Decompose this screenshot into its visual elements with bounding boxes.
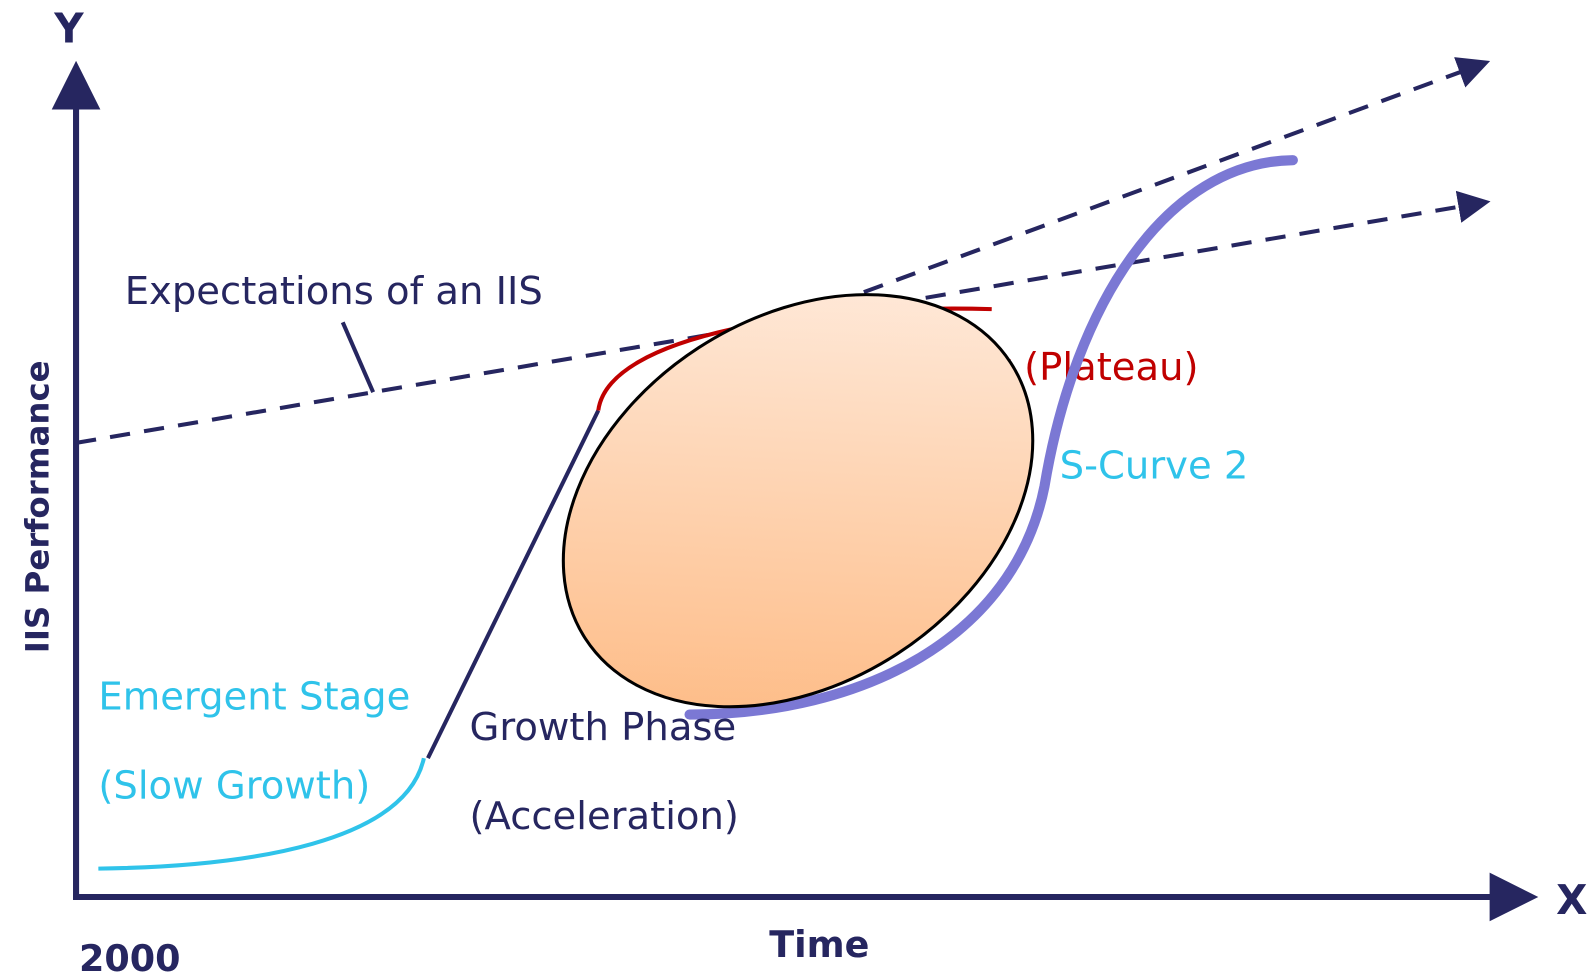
x-label: Time [769, 923, 869, 966]
highlight-ellipse [561, 293, 1035, 709]
callout [340, 321, 376, 394]
growth-title: Growth Phase [469, 705, 736, 750]
emergent-sub: (Slow Growth) [98, 764, 370, 809]
x-letter: X [1556, 876, 1587, 924]
emergent-curve [98, 757, 426, 871]
x-start: 2000 [79, 937, 181, 973]
expectation-line [75, 190, 1491, 445]
expectation-line [830, 57, 1491, 306]
growth-sub: (Acceleration) [469, 794, 738, 839]
expectations-label: Expectations of an IIS [125, 269, 543, 314]
emergent-title: Emergent Stage [98, 674, 410, 719]
growth-line [426, 409, 601, 760]
y-letter: Y [53, 5, 84, 53]
s-curve-label: S-Curve 2 [1060, 443, 1249, 488]
s-curve-2 [684, 155, 1298, 720]
y-label: IIS Performance [19, 360, 57, 653]
